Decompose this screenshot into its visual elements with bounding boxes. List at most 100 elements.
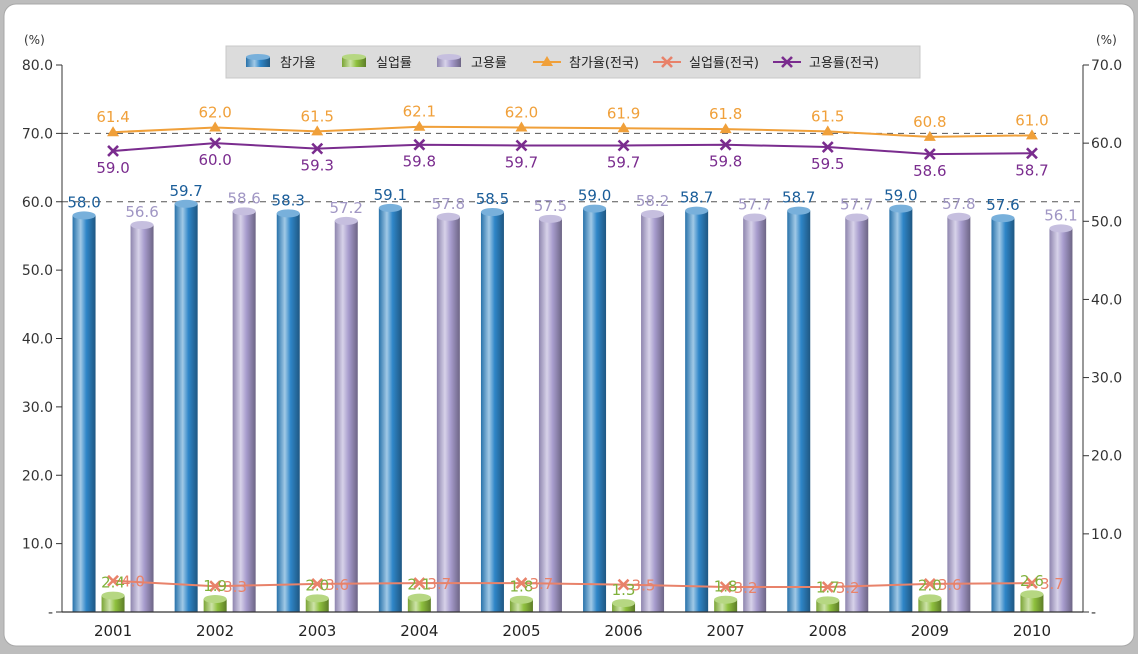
bar-top [845, 213, 869, 222]
legend-label: 고용률(전국) [809, 56, 879, 71]
bar-value-label: 57.6 [986, 196, 1019, 214]
bar-top [203, 595, 227, 604]
line-marker [413, 577, 426, 590]
bar-top [743, 213, 767, 222]
bar-value-label: 57.2 [330, 199, 363, 217]
bar-top [583, 204, 607, 213]
bar-top [612, 599, 636, 608]
x-tick-label: 2003 [298, 622, 336, 640]
legend-swatch [342, 57, 366, 67]
left-axis-unit: (%) [24, 33, 45, 47]
bar-value-label: 58.6 [227, 189, 260, 207]
line-marker [107, 126, 120, 137]
bar-top [130, 220, 154, 229]
line-marker [413, 138, 426, 151]
line-value-label: 59.7 [607, 153, 640, 171]
legend-label: 참가율 [280, 56, 316, 71]
line-marker [1025, 129, 1038, 140]
bar-value-label: 59.7 [169, 182, 202, 200]
bar-top [305, 594, 329, 603]
line-marker [923, 577, 936, 590]
left-tick-label: 40.0 [22, 332, 53, 348]
bar-value-label: 57.8 [942, 195, 975, 213]
x-tick-label: 2006 [604, 622, 642, 640]
line-value-label: 59.8 [709, 153, 742, 171]
line-marker [515, 121, 528, 132]
bar-top [991, 214, 1015, 223]
right-tick-label: 20.0 [1091, 449, 1122, 465]
line-marker [923, 148, 936, 161]
legend-swatch-top [437, 54, 461, 60]
bar-top [947, 212, 971, 221]
bar-top [436, 212, 460, 221]
left-tick-label: 30.0 [22, 400, 53, 416]
line-marker [107, 574, 119, 587]
bar-top [787, 206, 811, 215]
line-marker [923, 130, 936, 141]
series-line [112, 142, 1032, 156]
legend-box [225, 45, 921, 79]
line-marker [209, 121, 222, 132]
line-value-label: 3.7 [427, 575, 451, 593]
line-marker [311, 125, 324, 136]
x-tick-label: 2009 [911, 622, 949, 640]
line-value-label: 3.5 [632, 577, 656, 595]
bar-value-label: 59.0 [884, 187, 917, 205]
bar [583, 208, 607, 612]
line-value-label: 58.6 [913, 162, 946, 180]
x-tick-label: 2005 [502, 622, 540, 640]
legend-label: 실업률 [376, 56, 412, 71]
legend-swatch-top [246, 54, 270, 60]
right-tick-label: 40.0 [1091, 292, 1122, 308]
line-marker [719, 138, 732, 151]
bar-value-label: 58.2 [636, 192, 669, 210]
line-value-label: 61.5 [811, 107, 844, 125]
line-value-label: 59.0 [96, 159, 129, 177]
line-marker [311, 142, 324, 155]
line-value-label: 4.0 [121, 573, 145, 591]
series-line [113, 125, 1032, 138]
bar-value-label: 2.0 [305, 576, 329, 594]
right-tick-label: 60.0 [1091, 136, 1122, 152]
bar-value-label: 57.8 [432, 195, 465, 213]
line-marker [719, 581, 732, 593]
line-value-label: 62.1 [403, 103, 436, 121]
bar-top [232, 207, 256, 216]
line-value-label: 61.9 [607, 104, 640, 122]
bar-value-label: 2.1 [407, 576, 431, 594]
bar [334, 220, 358, 612]
bar-top [334, 216, 358, 225]
line-value-label: 3.2 [734, 579, 758, 597]
bar-value-label: 1.8 [510, 578, 534, 596]
legend-marker [661, 56, 673, 68]
bar-value-label: 1.9 [203, 577, 227, 595]
bar-top [509, 595, 533, 604]
right-tick-label: 30.0 [1091, 371, 1122, 387]
x-tick-label: 2004 [400, 622, 438, 640]
legend-swatch [437, 57, 461, 67]
bar [1020, 594, 1044, 612]
bar-top [918, 594, 942, 603]
bar-value-label: 2.6 [1020, 572, 1044, 590]
line-value-label: 61.8 [709, 105, 742, 123]
left-tick-label: - [48, 605, 53, 621]
line-marker [821, 581, 834, 593]
right-tick-label: 10.0 [1091, 527, 1122, 543]
bar [889, 208, 913, 612]
bar-value-label: 58.5 [476, 190, 509, 208]
x-tick-label: 2010 [1013, 622, 1051, 640]
x-tick-label: 2001 [94, 622, 132, 640]
x-tick-label: 2007 [707, 622, 745, 640]
bar [232, 211, 256, 612]
bar-value-label: 1.8 [714, 578, 738, 596]
line-marker [1026, 147, 1038, 160]
bar [947, 216, 971, 613]
bar-top [714, 595, 738, 604]
bar-value-label: 57.7 [840, 195, 873, 213]
bar-value-label: 2.0 [918, 576, 942, 594]
left-tick-label: 50.0 [22, 263, 53, 279]
bar-top [174, 199, 198, 208]
bar-value-label: 59.1 [374, 186, 407, 204]
